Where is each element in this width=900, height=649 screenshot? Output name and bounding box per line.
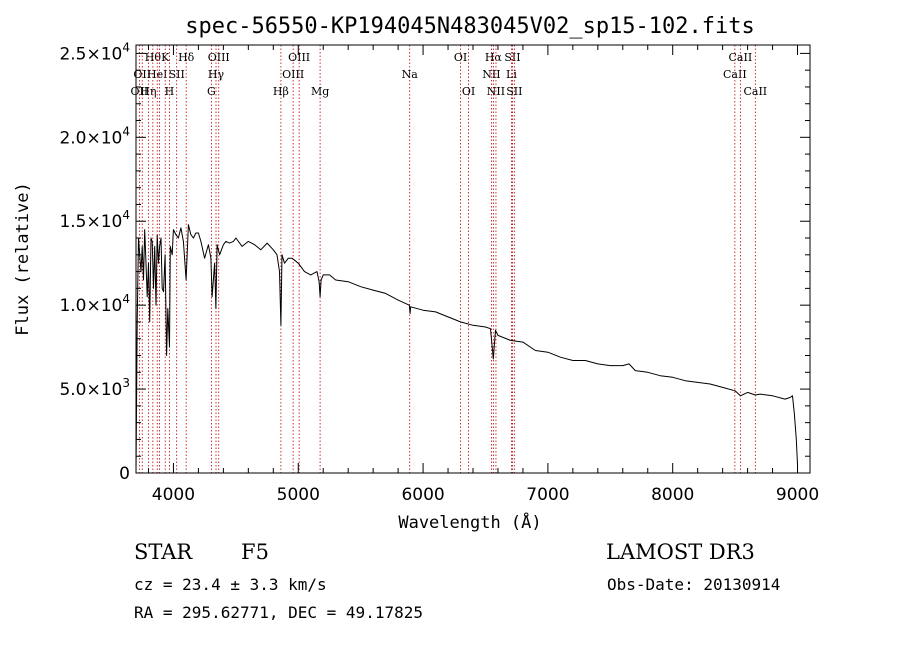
survey-name: LAMOST DR3 — [606, 540, 755, 564]
y-tick-label-25000: 2.5×104 — [59, 40, 130, 64]
line-label-7: H — [165, 85, 175, 98]
line-label-9: Hδ — [178, 51, 195, 64]
y-axis-label: Flux (relative) — [13, 182, 33, 336]
line-label-11: Hγ — [208, 68, 225, 81]
x-tick-label-4000: 4000 — [152, 485, 195, 505]
sky-coordinates: RA = 295.62771, DEC = 49.17825 — [134, 603, 423, 622]
line-label-16: Mg — [311, 85, 329, 98]
line-label-21: Hα — [485, 51, 503, 64]
line-label-25: SII — [506, 85, 522, 98]
line-label-14: OIII — [282, 68, 304, 81]
line-label-4: HeI — [147, 68, 167, 81]
y-tick-label-10000: 1.0×104 — [59, 292, 130, 316]
x-tick-label-5000: 5000 — [277, 485, 320, 505]
chart-title: spec-56550-KP194045N483045V02_sp15-102.f… — [185, 14, 755, 39]
line-label-20: NII — [482, 68, 500, 81]
line-label-28: CaII — [743, 85, 767, 98]
series-line-flux — [135, 224, 798, 474]
plot-frame — [135, 44, 811, 474]
y-axis: 0 5.0×103 1.0×104 1.5×104 2.0×104 2.5×104 — [59, 40, 810, 484]
object-subclass: F5 — [241, 540, 269, 564]
line-label-12: OIII — [208, 51, 230, 64]
line-label-19: OI — [462, 85, 475, 98]
line-label-1: OII — [133, 68, 151, 81]
line-label-27: CaII — [729, 51, 753, 64]
line-label-3: Hθ — [145, 51, 162, 64]
line-label-0: OII — [131, 85, 149, 98]
y-tick-label-20000: 2.0×104 — [59, 124, 130, 148]
x-tick-label-9000: 9000 — [776, 485, 819, 505]
object-class: STAR — [134, 540, 193, 564]
y-tick-label-15000: 1.5×104 — [59, 208, 130, 232]
y-tick-label-0: 0 — [119, 464, 130, 484]
line-label-8: SII — [169, 68, 185, 81]
series-layer — [135, 224, 798, 474]
x-tick-label-6000: 6000 — [401, 485, 444, 505]
observation-date: Obs-Date: 20130914 — [607, 575, 781, 594]
x-axis: 4000 5000 6000 7000 8000 9000 — [147, 45, 819, 505]
x-axis-label: Wavelength (Å) — [398, 511, 541, 533]
line-label-17: Na — [402, 68, 419, 81]
line-label-18: OI — [454, 51, 467, 64]
x-tick-label-8000: 8000 — [651, 485, 694, 505]
line-label-2: Hη — [140, 85, 156, 98]
line-label-10: G — [207, 85, 216, 98]
line-label-15: OIII — [288, 51, 310, 64]
x-tick-label-7000: 7000 — [526, 485, 569, 505]
y-tick-label-5000: 5.0×103 — [59, 376, 130, 400]
line-label-23: Li — [506, 68, 517, 81]
line-label-24: SII — [504, 51, 520, 64]
line-label-6: K — [161, 51, 170, 64]
line-label-13: Hβ — [273, 85, 289, 98]
line-label-26: CaII — [723, 68, 747, 81]
redshift-velocity: cz = 23.4 ± 3.3 km/s — [134, 575, 327, 594]
line-label-22: NII — [487, 85, 505, 98]
spectral-line-markers: OIIOIIHηHθHeIKHSIIHδGHγOIIIHβOIIIOIIIMgN… — [131, 45, 767, 473]
